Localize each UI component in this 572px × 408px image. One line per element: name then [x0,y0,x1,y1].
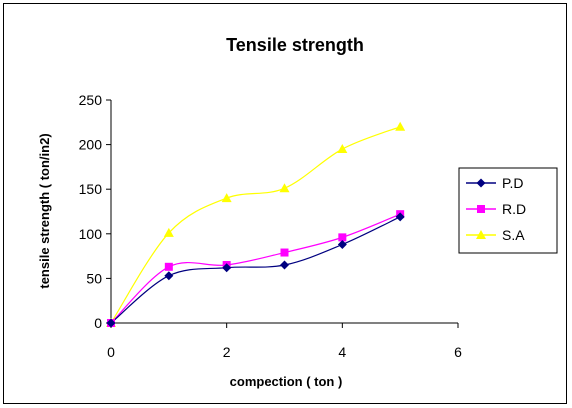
legend-label-rd: R.D [502,201,526,217]
markers [106,121,406,328]
legend-label-sa: S.A [502,227,525,243]
data-point-pd [395,212,405,222]
y-tick-label: 100 [79,226,103,242]
y-tick-label: 200 [79,137,103,153]
data-point-pd [222,263,232,273]
legend-box [458,167,558,254]
y-tick-label: 250 [79,92,103,108]
data-point-rd [280,248,289,257]
data-point-pd [106,318,116,328]
axes [110,100,458,324]
legend-marker-rd [477,205,485,213]
series-line-sa [110,126,401,324]
x-tick-label: 0 [107,344,115,360]
y-axis-label: tensile strength ( ton/in2) [37,133,52,288]
data-point-sa [395,121,406,131]
data-point-pd [337,240,347,250]
y-tick-label: 50 [86,270,102,286]
y-tick-label: 0 [94,315,102,331]
data-point-sa [337,144,348,154]
chart-title: Tensile strength [226,35,364,55]
data-point-pd [280,260,289,270]
legend-label-pd: P.D [502,175,524,191]
x-tick-label: 2 [223,344,231,360]
legend-marker-sa [476,230,486,239]
x-tick-label: 6 [454,344,462,360]
data-point-rd [164,262,173,271]
ticks: 0 50 100 150 200 250 0 2 4 6 [79,92,462,360]
series-line-rd [110,213,401,324]
y-tick-label: 150 [79,181,103,197]
legend-marker-pd [476,178,486,188]
data-point-pd [164,271,174,281]
data-point-rd [338,233,347,242]
data-point-sa [163,227,174,237]
x-tick-label: 4 [338,344,346,360]
legend: P.D R.D S.A [458,167,558,254]
series-line-pd [110,216,401,324]
x-axis-label: compection ( ton ) [230,374,343,389]
data-point-sa [221,193,232,203]
series-lines [110,126,401,324]
data-point-sa [279,183,290,193]
